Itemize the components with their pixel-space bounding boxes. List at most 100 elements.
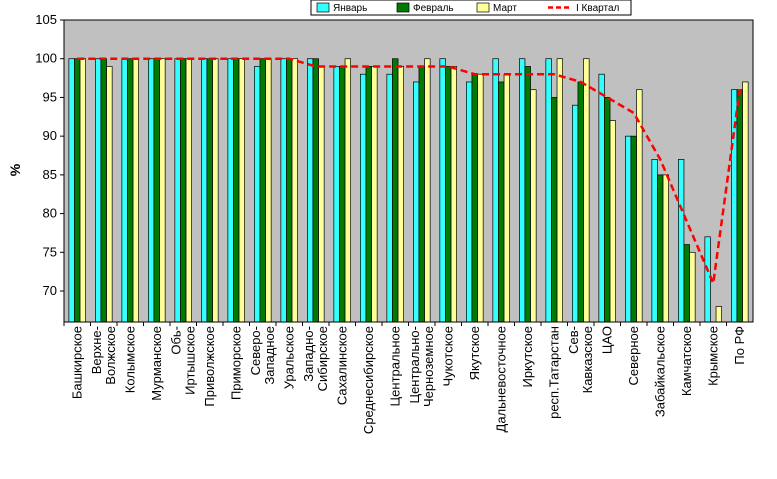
y-tick-label: 85: [43, 167, 57, 182]
bar: [556, 58, 563, 323]
bar: [677, 159, 685, 323]
bar: [466, 81, 473, 323]
bar: [291, 58, 298, 323]
legend-label: Февраль: [413, 3, 454, 14]
bar: [439, 58, 446, 323]
x-category-label: Верхне-Волжское: [89, 326, 118, 385]
bar: [524, 66, 531, 323]
bar: [174, 58, 181, 323]
x-category-label: Чукотское: [440, 326, 455, 387]
bar: [583, 58, 590, 323]
bar: [577, 81, 584, 323]
bar: [715, 306, 722, 323]
bar: [636, 89, 643, 323]
x-category-label: Центрально-Черноземное: [407, 326, 436, 407]
legend-box: [310, 0, 632, 16]
bar: [339, 66, 346, 323]
x-category-label: Якутское: [467, 326, 482, 380]
line-group: [77, 57, 741, 288]
x-category-label: Обь-Иртышское: [168, 326, 197, 395]
x-category-label: Камчатское: [679, 326, 694, 396]
legend-label: I Квартал: [576, 3, 620, 14]
bar: [418, 66, 425, 323]
bar: [471, 73, 478, 323]
bar: [121, 58, 128, 323]
bar: [148, 58, 155, 323]
x-category-label: Сахалинское: [334, 326, 349, 405]
bar: [445, 66, 452, 323]
bar: [259, 58, 266, 323]
bar: [450, 66, 457, 323]
x-categories-group: Башкирское Верхне-Волжское Колымское Мурман…: [63, 322, 747, 434]
bar: [68, 58, 75, 323]
bar: [233, 58, 240, 323]
bar: [201, 58, 208, 323]
x-category-label: Башкирское: [69, 326, 84, 399]
bar: [551, 97, 558, 323]
bar: [657, 174, 664, 323]
bar: [318, 66, 325, 323]
bar: [477, 73, 484, 323]
x-category-label: Приморское: [228, 326, 243, 400]
bar: [106, 66, 113, 323]
bar: [212, 58, 219, 323]
y-tick-label: 80: [43, 206, 57, 221]
bar: [180, 58, 187, 323]
legend-label: Март: [493, 3, 517, 14]
bar: [254, 66, 261, 323]
bar: [736, 89, 743, 323]
bar: [630, 135, 637, 323]
x-category-label: Центральное: [387, 326, 402, 406]
x-category-label: Северо-Западное: [248, 326, 277, 385]
bar: [100, 58, 107, 323]
bar: [604, 97, 611, 323]
bar: [185, 58, 193, 323]
bar: [424, 58, 431, 323]
x-category-label: Среднесибирское: [361, 326, 376, 434]
y-tick-label: 105: [35, 12, 57, 27]
x-category-label: Крымское: [705, 326, 720, 386]
y-tick-label: 100: [35, 51, 57, 66]
legend-swatch: [316, 2, 330, 13]
bar: [74, 58, 81, 323]
x-category-label: Колымское: [122, 326, 137, 393]
x-category-label: Приволжское: [202, 326, 217, 407]
bar: [651, 159, 658, 323]
bar: [530, 89, 537, 323]
bar: [344, 58, 351, 323]
bar: [286, 58, 293, 323]
bar: [227, 58, 234, 323]
x-category-label: респ.Татарстан: [546, 326, 561, 419]
bar: [518, 58, 526, 323]
bar: [386, 73, 393, 323]
bar: [127, 58, 134, 323]
bar: [238, 58, 246, 323]
y-axis-label: %: [7, 163, 23, 176]
bar: [598, 73, 605, 323]
bar: [153, 58, 160, 323]
x-category-label: Северное: [626, 326, 641, 385]
bar: [503, 73, 510, 323]
bar: [360, 73, 367, 323]
bar: [498, 81, 505, 323]
x-category-label: Мурманское: [149, 326, 164, 401]
bar: [206, 58, 213, 323]
bar: [609, 120, 616, 323]
x-category-label: Уральское: [281, 326, 296, 389]
bar: [280, 58, 287, 323]
bar: [662, 174, 669, 323]
legend-swatch: [396, 2, 410, 13]
bar: [333, 66, 340, 323]
legend-swatch: [476, 2, 490, 13]
y-tick-label: 75: [43, 244, 57, 259]
bars-group: [68, 58, 749, 323]
bar: [413, 81, 420, 323]
bar: [742, 81, 749, 323]
bar: [79, 58, 87, 323]
bar: [159, 58, 166, 323]
bar: [307, 58, 314, 323]
bar: [312, 58, 319, 323]
bar: [683, 244, 690, 323]
x-category-label: Дальневосточное: [493, 326, 508, 432]
